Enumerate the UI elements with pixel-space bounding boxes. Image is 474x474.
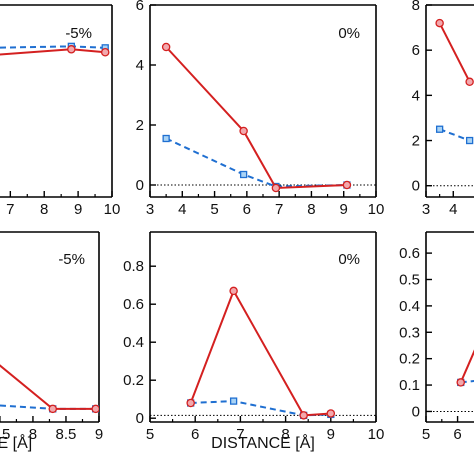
x-axis-title-left: CE [Å] [0,433,32,452]
x-tick-label: 8 [40,201,48,218]
x-tick-label: 5 [146,426,154,443]
x-tick-label: 9 [74,201,82,218]
data-point-red [91,404,99,414]
data-point-red [100,48,110,57]
data-point-blue [229,397,238,405]
data-point-red [239,126,248,136]
data-point-red [271,183,281,193]
series-group [435,18,474,145]
series-group [186,286,336,420]
x-tick-label: 8 [29,426,37,443]
data-point-red [326,409,336,418]
series-line-red [438,22,471,83]
y-tick-label: 2 [412,133,420,150]
x-tick-label: 8.5 [56,426,77,443]
panel-bottom-right: 5 6 0 0.1 0.2 0.3 0.4 0.5 0.6 [399,231,474,443]
data-point-red [342,180,352,190]
data-point-red [67,45,76,54]
x-tick-label: 5 [422,426,430,443]
y-tick-label: 4 [136,57,144,74]
x-tick-label: 6 [243,201,251,218]
y-tick-label: 6 [412,42,420,59]
y-tick-label: 0.6 [123,296,144,313]
x-tick-label: 3 [422,201,430,218]
y-tick-label: 0.4 [123,334,144,351]
panel-label: -5% [58,251,85,268]
series-line-blue [439,128,470,142]
data-point-red [299,411,308,420]
y-tick-label: 0.5 [399,272,420,289]
panel-bottom-middle: 5 6 7 8 9 10 0 0.2 0.4 0.6 0.8 0% [123,231,385,443]
y-tick-label: 0.2 [123,372,144,389]
series-line-red [165,46,347,190]
x-tick-label: 8 [307,201,315,218]
series-line-red [0,48,106,56]
data-point-red [161,42,171,52]
x-tick-label: 7.5 [0,426,10,443]
x-tick-label: 7 [236,426,244,443]
y-tick-label: 0.3 [399,324,420,341]
series-line-blue [165,137,347,188]
panel-top-right: 3 4 0 2 4 6 8 [412,0,474,218]
x-tick-label: 10 [104,201,121,218]
x-tick-label: 10 [368,201,385,218]
x-tick-label: 10 [368,426,385,443]
data-point-blue [162,134,170,143]
x-tick-label: 3 [146,201,154,218]
panel-top-left: 7 8 9 10 -5% [0,4,121,218]
x-tick-label: 5 [210,201,218,218]
series-group [456,349,474,387]
x-tick-label: 9 [95,426,103,443]
data-point-blue [435,125,444,133]
y-tick-label: 6 [136,0,144,14]
y-tick-label: 8 [412,0,420,14]
x-tick-label: 7 [275,201,283,218]
y-tick-label: 0.8 [123,258,144,275]
series-line-blue [190,400,331,417]
y-tick-label: 2 [136,117,144,134]
y-tick-label: 4 [412,87,420,104]
y-tick-label: 0.1 [399,377,420,394]
x-tick-label: 6 [191,426,199,443]
y-tick-label: 0 [136,177,144,194]
panel-label: 0% [338,25,360,42]
x-tick-label: 9 [327,426,335,443]
y-tick-label: 0 [136,410,144,427]
x-tick-label: 8 [281,426,289,443]
x-tick-label: 4 [449,201,457,218]
series-line-red [0,364,96,410]
data-point-red [229,286,238,296]
series-line-red [459,349,474,383]
data-point-red [435,18,444,28]
data-point-red [186,398,195,408]
panel-label: 0% [338,251,360,268]
series-line-blue [0,45,106,49]
x-tick-label: 4 [178,201,186,218]
x-tick-label: 9 [340,201,348,218]
data-point-blue [465,136,474,145]
series-group [0,42,110,57]
series-group [161,42,352,193]
panel-bottom-left: 7.5 8 8.5 9 -5% [0,231,103,443]
panel-top-middle: 3 4 5 6 7 8 9 10 0 2 4 6 0% [136,0,385,218]
data-point-red [465,77,474,87]
x-tick-label: 6 [453,426,461,443]
data-point-red [48,404,58,414]
panel-label: -5% [65,25,92,42]
y-tick-label: 0 [412,178,420,195]
series-group [0,364,99,414]
x-tick-label: 7 [6,201,14,218]
series-line-red [189,288,331,417]
y-tick-label: 0.6 [399,245,420,262]
data-point-red [456,378,465,387]
data-point-blue [239,170,248,179]
y-tick-label: 0 [412,403,420,420]
y-tick-label: 0.2 [399,351,420,368]
y-tick-label: 0.4 [399,298,420,315]
x-axis-title-middle: DISTANCE [Å] [211,433,315,452]
